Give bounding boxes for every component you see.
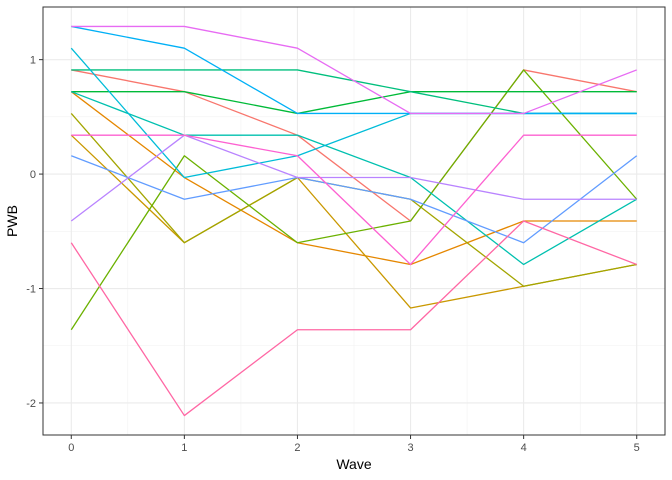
- plot-border: [42, 6, 666, 436]
- series-line-8: [71, 91, 638, 266]
- series-line-10: [71, 25, 637, 115]
- series-line-14: [71, 134, 637, 266]
- series-line-12: [70, 134, 637, 222]
- series-lines: [70, 25, 638, 417]
- x-tick-label: 5: [634, 442, 640, 454]
- y-tick-label: -2: [26, 398, 36, 410]
- grid-lines: [43, 7, 665, 435]
- y-tick-label: 0: [30, 169, 36, 181]
- axis-ticks: 0 1 2 3 4 5 -2 -1 0 1: [26, 55, 640, 454]
- x-tick-label: 0: [68, 442, 74, 454]
- y-axis-title: PWB: [4, 205, 20, 237]
- y-tick-label: 1: [30, 55, 36, 67]
- series-line-15: [70, 220, 637, 417]
- series-line-13: [71, 25, 637, 115]
- y-tick-label: -1: [26, 284, 36, 296]
- series-line-6: [71, 91, 637, 115]
- x-axis-title: Wave: [336, 456, 371, 472]
- x-tick-label: 2: [294, 442, 300, 454]
- series-line-2: [70, 91, 637, 266]
- x-tick-label: 1: [181, 442, 187, 454]
- x-tick-label: 4: [521, 442, 527, 454]
- x-tick-label: 3: [407, 442, 413, 454]
